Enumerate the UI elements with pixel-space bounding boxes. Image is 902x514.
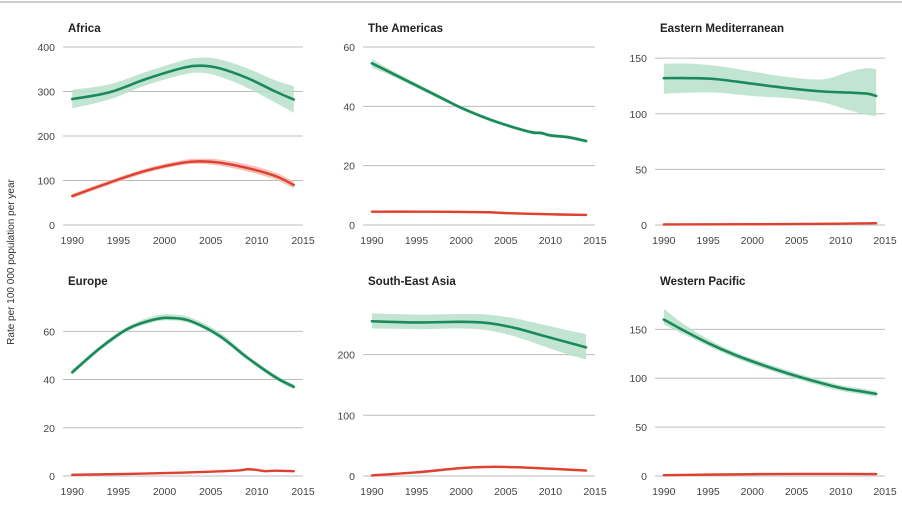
- band-notified-europe: [72, 314, 294, 390]
- x-tick-label-western-pacific-2015: 2015: [873, 486, 897, 498]
- line-notified-eastern-mediterranean: [662, 76, 878, 98]
- band-notified-eastern-mediterranean: [663, 63, 877, 116]
- panel-title-western-pacific: Western Pacific: [660, 276, 746, 288]
- x-tick-label-western-pacific-1995: 1995: [696, 486, 720, 498]
- line-mortality-south-east-asia: [370, 465, 588, 477]
- panel-europe: 0 20 40 60 1990 1995 2000 2005 2010 2015 Europe: [43, 276, 315, 498]
- x-tick-label-eastern-mediterranean-1990: 1990: [652, 235, 676, 247]
- x-tick-label-south-east-asia-2010: 2010: [539, 486, 563, 498]
- y-tick-label-the-americas-40: 40: [343, 101, 355, 113]
- x-tick-label-africa-2015: 2015: [291, 235, 315, 247]
- line-notified-the-americas: [370, 62, 588, 143]
- band-notified-the-americas: [371, 58, 587, 143]
- x-tick-label-western-pacific-1990: 1990: [652, 486, 676, 498]
- y-tick-label-eastern-mediterranean-150: 150: [629, 53, 647, 65]
- panel-title-europe: Europe: [68, 276, 108, 288]
- y-tick-label-the-americas-20: 20: [343, 161, 355, 173]
- line-notified-south-east-asia: [370, 319, 588, 349]
- panel-western-pacific: 0 50 100 150 1990 1995 2000 2005 2010 2015 Western…: [629, 276, 896, 498]
- y-tick-label-europe-20: 20: [43, 423, 55, 435]
- line-notified-africa: [70, 64, 296, 101]
- x-tick-label-the-americas-1990: 1990: [360, 235, 384, 247]
- line-mortality-eastern-mediterranean: [662, 222, 878, 226]
- x-tick-label-western-pacific-2005: 2005: [785, 486, 809, 498]
- y-tick-label-the-americas-60: 60: [343, 42, 355, 54]
- panel-title-south-east-asia: South-East Asia: [368, 276, 456, 288]
- line-mortality-africa: [71, 160, 295, 198]
- x-tick-label-africa-2000: 2000: [153, 235, 177, 247]
- y-tick-label-europe-60: 60: [43, 326, 55, 338]
- y-tick-label-eastern-mediterranean-100: 100: [629, 109, 647, 121]
- y-tick-label-western-pacific-0: 0: [641, 471, 647, 483]
- line-mortality-europe: [71, 468, 295, 476]
- x-tick-label-europe-2010: 2010: [245, 486, 269, 498]
- x-tick-label-the-americas-2000: 2000: [449, 235, 473, 247]
- x-tick-label-south-east-asia-2015: 2015: [583, 486, 607, 498]
- y-tick-label-africa-0: 0: [49, 220, 55, 232]
- panel-title-eastern-mediterranean: Eastern Mediterranean: [660, 23, 784, 35]
- x-tick-label-europe-2005: 2005: [199, 486, 223, 498]
- panel-title-the-americas: The Americas: [368, 23, 443, 35]
- x-tick-label-africa-2010: 2010: [245, 235, 269, 247]
- line-notified-western-pacific: [662, 318, 878, 396]
- y-tick-label-south-east-asia-200: 200: [337, 350, 355, 362]
- x-tick-label-eastern-mediterranean-1995: 1995: [696, 235, 720, 247]
- y-tick-label-africa-100: 100: [37, 176, 55, 188]
- x-tick-label-africa-1995: 1995: [107, 235, 131, 247]
- y-tick-label-western-pacific-50: 50: [635, 422, 647, 434]
- band-mortality-africa: [72, 158, 294, 199]
- x-tick-label-the-americas-2010: 2010: [539, 235, 563, 247]
- line-mortality-the-americas: [370, 210, 588, 217]
- band-notified-western-pacific: [663, 308, 877, 397]
- x-tick-label-europe-2015: 2015: [291, 486, 315, 498]
- x-tick-label-eastern-mediterranean-2005: 2005: [785, 235, 809, 247]
- x-tick-label-europe-1995: 1995: [107, 486, 131, 498]
- x-tick-label-africa-2005: 2005: [199, 235, 223, 247]
- x-tick-label-western-pacific-2000: 2000: [741, 486, 765, 498]
- y-tick-label-africa-200: 200: [37, 131, 55, 143]
- x-tick-label-the-americas-2005: 2005: [494, 235, 518, 247]
- panel-south-east-asia: 0 100 200 1990 1995 2000 2005 2010 2015 South-Eas…: [337, 276, 606, 498]
- x-tick-label-eastern-mediterranean-2000: 2000: [741, 235, 765, 247]
- x-tick-label-eastern-mediterranean-2010: 2010: [829, 235, 853, 247]
- panel-the-americas: 0 20 40 60 1990 1995 2000 2005 2010 2015 The Ameri…: [343, 23, 607, 247]
- x-tick-label-south-east-asia-2000: 2000: [449, 486, 473, 498]
- y-tick-label-eastern-mediterranean-50: 50: [635, 164, 647, 176]
- x-tick-label-africa-1990: 1990: [61, 235, 85, 247]
- x-tick-label-europe-1990: 1990: [61, 486, 85, 498]
- panel-eastern-mediterranean: 0 50 100 150 1990 1995 2000 2005 2010 2015 Eastern…: [629, 23, 896, 247]
- x-tick-label-western-pacific-2010: 2010: [829, 486, 853, 498]
- x-tick-label-south-east-asia-1995: 1995: [405, 486, 429, 498]
- x-tick-label-eastern-mediterranean-2015: 2015: [873, 235, 897, 247]
- y-tick-label-europe-0: 0: [49, 471, 55, 483]
- y-tick-label-western-pacific-150: 150: [629, 324, 647, 336]
- y-tick-label-africa-300: 300: [37, 87, 55, 99]
- band-notified-south-east-asia: [371, 313, 587, 360]
- x-tick-label-the-americas-2015: 2015: [583, 235, 607, 247]
- y-tick-label-eastern-mediterranean-0: 0: [641, 220, 647, 232]
- y-axis-label: Rate per 100 000 population per year: [6, 179, 17, 345]
- y-tick-label-europe-40: 40: [43, 375, 55, 387]
- panel-africa: 0 100 200 300 400 1990 1995 2000 2005 2010 2015 Afr…: [37, 23, 314, 247]
- x-tick-label-europe-2000: 2000: [153, 486, 177, 498]
- y-tick-label-western-pacific-100: 100: [629, 373, 647, 385]
- y-tick-label-africa-400: 400: [37, 42, 55, 54]
- line-notified-europe: [70, 316, 296, 389]
- y-tick-label-south-east-asia-0: 0: [349, 471, 355, 483]
- x-tick-label-the-americas-1995: 1995: [405, 235, 429, 247]
- y-tick-label-the-americas-0: 0: [349, 220, 355, 232]
- x-tick-label-south-east-asia-1990: 1990: [360, 486, 384, 498]
- panel-title-africa: Africa: [68, 23, 101, 35]
- band-notified-africa: [72, 57, 294, 113]
- x-tick-label-south-east-asia-2005: 2005: [494, 486, 518, 498]
- y-tick-label-south-east-asia-100: 100: [337, 410, 355, 422]
- line-mortality-western-pacific: [662, 472, 878, 477]
